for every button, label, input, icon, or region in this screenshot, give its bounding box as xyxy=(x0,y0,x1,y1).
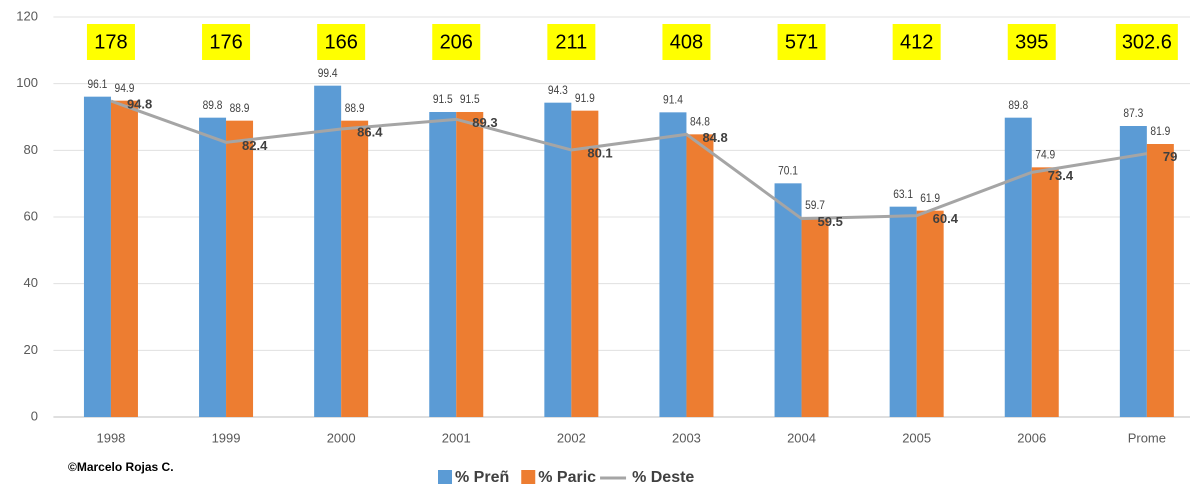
count-box xyxy=(547,24,596,60)
count-box xyxy=(86,24,135,60)
x-tick-label: 2000 xyxy=(327,430,356,445)
value-label: 63.1 xyxy=(893,188,913,201)
bar xyxy=(314,85,342,418)
value-label: 59.5 xyxy=(818,214,843,229)
value-label: 96.1 xyxy=(88,78,108,91)
count-box xyxy=(1007,24,1056,60)
count-box xyxy=(892,24,941,60)
value-label: 89.8 xyxy=(1008,99,1028,112)
count-label: 178 xyxy=(94,31,127,53)
count-label: 176 xyxy=(209,31,242,53)
count-box xyxy=(317,24,366,60)
y-tick-label: 80 xyxy=(24,142,38,157)
count-box xyxy=(777,24,826,60)
value-label: 91.5 xyxy=(433,93,453,106)
x-tick-label: 1999 xyxy=(212,430,241,445)
value-label: 59.7 xyxy=(805,199,825,212)
bar xyxy=(83,96,111,418)
value-label: 73.4 xyxy=(1048,168,1074,183)
value-label: 61.9 xyxy=(920,192,940,205)
value-label: 84.8 xyxy=(690,116,710,129)
bar xyxy=(110,100,138,418)
bar xyxy=(429,112,457,417)
count-box xyxy=(1115,24,1178,60)
bar xyxy=(1004,117,1032,418)
bar xyxy=(916,210,944,417)
value-label: 84.8 xyxy=(702,130,727,145)
bar xyxy=(659,112,687,417)
bar xyxy=(1119,126,1147,417)
bar xyxy=(801,218,829,417)
bar xyxy=(341,120,369,418)
value-label: 99.4 xyxy=(318,67,338,80)
x-tick-label: 2003 xyxy=(672,430,701,445)
value-label: 91.5 xyxy=(460,93,480,106)
value-label: 88.9 xyxy=(345,102,365,115)
value-label: 86.4 xyxy=(357,124,383,139)
x-tick-label: Prome xyxy=(1128,430,1166,445)
bar xyxy=(199,117,227,418)
value-label: 80.1 xyxy=(587,145,612,160)
value-label: 82.4 xyxy=(242,138,268,153)
x-tick-label: 2004 xyxy=(787,430,816,445)
count-box xyxy=(202,24,251,60)
value-label: 79 xyxy=(1163,149,1177,164)
value-label: 70.1 xyxy=(778,165,798,178)
bar xyxy=(456,112,484,417)
value-label: 91.4 xyxy=(663,94,683,107)
x-tick-label: 2005 xyxy=(902,430,931,445)
value-label: 89.8 xyxy=(203,99,223,112)
value-label: 94.9 xyxy=(115,82,135,95)
value-label: 87.3 xyxy=(1123,107,1143,120)
y-tick-label: 120 xyxy=(16,8,38,23)
count-label: 206 xyxy=(440,31,473,53)
value-label: 81.9 xyxy=(1150,125,1170,138)
legend-swatch xyxy=(438,470,452,484)
y-tick-label: 0 xyxy=(31,408,38,423)
count-label: 412 xyxy=(900,31,933,53)
bar xyxy=(1146,144,1174,417)
x-tick-label: 2002 xyxy=(557,430,586,445)
bar xyxy=(571,110,599,418)
bar xyxy=(1031,167,1059,417)
bar xyxy=(226,120,254,418)
bar xyxy=(889,206,917,417)
bar xyxy=(774,183,802,417)
count-label: 166 xyxy=(324,31,357,53)
x-tick-label: 1998 xyxy=(96,430,125,445)
line xyxy=(110,99,1148,221)
count-label: 302.6 xyxy=(1122,31,1172,53)
legend-label: % Deste xyxy=(632,469,694,486)
credit: ©Marcelo Rojas C. xyxy=(68,460,174,474)
count-label: 571 xyxy=(785,31,818,53)
count-label: 408 xyxy=(670,31,703,53)
count-box xyxy=(662,24,711,60)
x-tick-label: 2001 xyxy=(442,430,471,445)
y-tick-label: 40 xyxy=(24,275,38,290)
count-label: 395 xyxy=(1015,31,1048,53)
value-label: 94.8 xyxy=(127,96,152,111)
count-box xyxy=(432,24,481,60)
value-label: 74.9 xyxy=(1035,149,1055,162)
value-label: 89.3 xyxy=(472,115,497,130)
value-label: 91.9 xyxy=(575,92,595,105)
x-tick-label: 2006 xyxy=(1017,430,1046,445)
y-tick-label: 60 xyxy=(24,208,38,223)
bar xyxy=(686,134,714,418)
y-tick-label: 20 xyxy=(24,342,38,357)
legend-label: % Preñ xyxy=(455,469,509,486)
value-label: 94.3 xyxy=(548,84,568,97)
bar xyxy=(544,102,572,418)
legend-swatch xyxy=(521,470,536,484)
legend-label: % Paric xyxy=(538,469,596,486)
value-label: 60.4 xyxy=(933,211,959,226)
y-tick-label: 100 xyxy=(16,75,38,90)
value-label: 88.9 xyxy=(230,102,250,115)
count-label: 211 xyxy=(555,31,587,53)
